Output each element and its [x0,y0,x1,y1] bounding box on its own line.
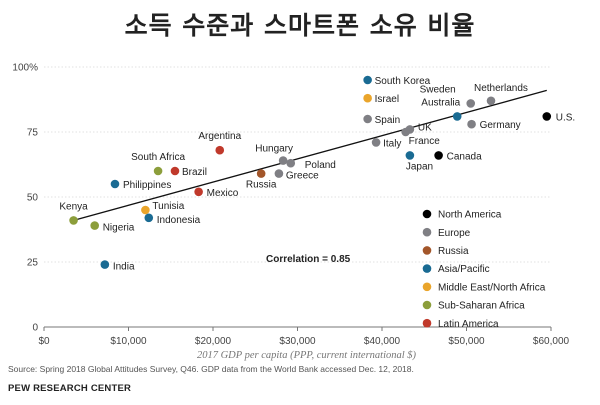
data-point [278,156,288,165]
x-tick-label: $40,000 [364,336,401,347]
data-point [405,151,415,160]
point-label: Germany [480,120,521,131]
data-point [363,93,372,103]
point-label: Kenya [59,201,88,212]
point-label: Spain [375,115,401,126]
data-point [170,166,180,176]
data-point [486,96,496,106]
point-label: Philippines [123,180,171,191]
point-label: Poland [305,160,336,171]
x-tick-label: $30,000 [279,336,316,347]
point-label: Japan [406,161,433,172]
data-point [153,166,163,176]
data-point [363,114,372,124]
data-point [100,260,110,269]
point-label: Russia [246,180,277,191]
point-label: France [409,136,441,147]
data-point [274,169,284,178]
legend-swatch [422,282,432,292]
legend-swatch [422,264,432,273]
organization-credit: PEW RESEARCH CENTER [8,383,132,394]
data-point [542,112,552,121]
point-label: South Korea [375,76,431,87]
point-label: U.S. [556,112,575,123]
y-tick-label: 50 [27,193,39,204]
point-label: Hungary [255,144,293,155]
point-label: Israel [375,94,399,105]
data-point [69,216,78,225]
data-point [467,119,476,129]
point-label: Nigeria [103,223,135,234]
point-label: Netherlands [474,83,528,94]
data-point [452,112,462,121]
legend-swatch [422,318,432,328]
data-point [401,127,410,137]
chart-title: 소득 수준과 스마트폰 소유 비율 [124,11,476,40]
legend-label: Russia [438,246,469,257]
legend-label: Latin America [438,319,499,330]
point-label: Indonesia [157,215,201,226]
point-label: Mexico [207,188,239,199]
legend-label: Asia/Pacific [438,264,490,275]
x-tick-label: $60,000 [533,336,570,347]
data-point [144,213,154,223]
x-tick-label: $20,000 [195,336,232,347]
legend-swatch [422,209,432,219]
point-label: Argentina [198,131,241,142]
point-label: Italy [383,138,401,149]
data-point [466,99,476,108]
point-label: Brazil [182,167,207,178]
legend-label: Europe [438,228,471,239]
data-point [141,205,150,215]
legend-swatch [422,246,432,255]
y-tick-label: 100% [12,63,38,74]
x-axis-title: 2017 GDP per capita (PPP, current intern… [197,350,417,361]
legend-label: North America [438,210,502,221]
x-tick-label: $10,000 [110,336,147,347]
point-label: India [113,262,135,273]
trend-line [73,89,547,222]
legend-swatch [422,227,432,237]
data-point [194,187,203,197]
data-point [363,75,372,85]
legend-label: Middle East/North Africa [438,282,546,293]
legend-swatch [422,300,432,310]
point-label: Canada [447,151,482,162]
legend-label: Sub-Saharan Africa [438,301,525,312]
point-label: South Africa [131,152,185,163]
point-label: Sweden [420,84,456,95]
source-note: Source: Spring 2018 Global Attitudes Sur… [8,364,414,374]
data-point [434,151,443,160]
point-label: UK [418,122,432,133]
point-label: Tunisia [152,201,184,212]
point-label: Greece [286,171,319,182]
point-label: Australia [421,97,460,108]
y-tick-label: 25 [27,258,39,269]
correlation-label: Correlation = 0.85 [266,254,351,265]
x-tick-label: $0 [38,336,50,347]
data-point [90,221,99,230]
y-tick-label: 75 [27,128,39,139]
data-point [110,179,120,189]
y-tick-label: 0 [32,323,38,334]
data-point [215,145,225,155]
data-point [286,158,296,168]
x-tick-label: $50,000 [448,336,485,347]
data-point [256,169,266,178]
data-point [371,138,381,147]
